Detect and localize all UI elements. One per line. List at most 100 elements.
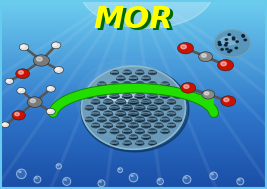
Bar xyxy=(0,96,267,97)
Bar xyxy=(0,107,267,108)
Bar xyxy=(0,56,267,57)
Ellipse shape xyxy=(85,119,93,121)
Bar xyxy=(0,155,267,156)
Bar xyxy=(0,27,267,28)
Ellipse shape xyxy=(98,129,105,133)
Bar xyxy=(0,39,267,40)
Bar xyxy=(0,82,267,83)
Bar xyxy=(0,94,267,95)
Bar xyxy=(0,93,267,94)
Bar xyxy=(0,76,267,77)
Ellipse shape xyxy=(141,101,151,104)
Ellipse shape xyxy=(95,75,156,124)
Bar xyxy=(0,8,267,9)
Bar xyxy=(0,120,267,121)
Ellipse shape xyxy=(92,125,100,127)
Bar xyxy=(0,97,267,98)
Ellipse shape xyxy=(129,88,138,93)
Bar xyxy=(0,35,267,36)
Ellipse shape xyxy=(161,117,169,122)
Bar xyxy=(0,23,267,24)
Ellipse shape xyxy=(155,99,163,104)
Ellipse shape xyxy=(226,48,228,50)
Ellipse shape xyxy=(157,178,163,185)
Ellipse shape xyxy=(214,30,250,57)
Bar xyxy=(0,156,267,157)
Bar xyxy=(0,147,267,148)
Ellipse shape xyxy=(161,131,169,133)
Ellipse shape xyxy=(225,44,227,46)
Ellipse shape xyxy=(98,117,106,122)
Bar xyxy=(0,149,267,150)
Bar xyxy=(0,1,267,2)
Ellipse shape xyxy=(123,72,131,74)
Bar xyxy=(0,0,267,1)
Ellipse shape xyxy=(98,96,106,98)
Bar xyxy=(0,43,267,44)
Ellipse shape xyxy=(116,125,125,127)
Ellipse shape xyxy=(141,113,151,115)
Ellipse shape xyxy=(111,72,118,74)
Bar xyxy=(0,41,267,42)
Ellipse shape xyxy=(17,169,26,179)
Ellipse shape xyxy=(98,105,106,110)
Ellipse shape xyxy=(162,129,169,133)
Ellipse shape xyxy=(92,113,100,115)
Bar xyxy=(0,133,267,134)
Bar xyxy=(0,26,267,27)
Bar xyxy=(0,139,267,140)
Bar xyxy=(0,128,267,129)
Ellipse shape xyxy=(168,88,175,92)
Ellipse shape xyxy=(155,111,163,116)
Ellipse shape xyxy=(110,117,119,122)
Ellipse shape xyxy=(135,84,144,86)
Bar xyxy=(0,164,267,165)
Ellipse shape xyxy=(111,82,118,87)
Ellipse shape xyxy=(118,168,123,173)
Ellipse shape xyxy=(117,88,125,93)
Ellipse shape xyxy=(185,177,187,178)
Ellipse shape xyxy=(142,78,150,80)
Bar xyxy=(0,172,267,173)
Bar xyxy=(0,33,267,34)
Bar xyxy=(0,14,267,15)
Bar xyxy=(0,88,267,89)
Bar xyxy=(0,123,267,124)
Bar xyxy=(0,62,267,63)
Bar xyxy=(0,60,267,61)
Bar xyxy=(0,170,267,171)
Bar xyxy=(0,36,267,37)
Bar xyxy=(0,48,267,49)
Bar xyxy=(0,158,267,159)
Ellipse shape xyxy=(168,100,175,104)
Ellipse shape xyxy=(116,90,125,92)
Ellipse shape xyxy=(86,94,93,98)
Bar xyxy=(0,10,267,11)
Ellipse shape xyxy=(83,65,169,134)
Bar xyxy=(0,106,267,107)
Bar xyxy=(0,19,267,20)
Bar xyxy=(0,25,267,26)
Bar xyxy=(0,74,267,75)
Circle shape xyxy=(221,96,236,106)
Bar xyxy=(0,30,267,31)
Bar xyxy=(0,4,267,5)
Ellipse shape xyxy=(129,174,138,182)
Ellipse shape xyxy=(65,179,66,180)
Ellipse shape xyxy=(123,131,132,133)
Bar xyxy=(0,92,267,93)
Text: MOR: MOR xyxy=(96,7,176,36)
Circle shape xyxy=(224,98,229,102)
Ellipse shape xyxy=(242,36,245,37)
Ellipse shape xyxy=(167,102,175,103)
Ellipse shape xyxy=(136,82,144,87)
Bar xyxy=(0,160,267,161)
Bar xyxy=(0,186,267,187)
Circle shape xyxy=(27,97,42,107)
Ellipse shape xyxy=(174,96,182,97)
Circle shape xyxy=(181,83,196,93)
Ellipse shape xyxy=(168,123,175,128)
Bar xyxy=(0,184,267,185)
Bar xyxy=(0,151,267,152)
Ellipse shape xyxy=(225,39,227,40)
